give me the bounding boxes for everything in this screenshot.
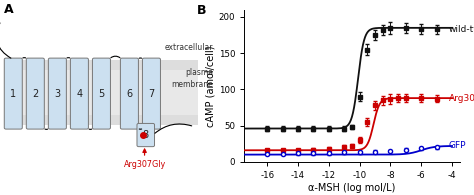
Text: 6: 6 xyxy=(127,89,132,99)
Text: extracellular: extracellular xyxy=(165,43,213,52)
Text: B: B xyxy=(197,4,206,17)
Bar xyxy=(4,60,198,125)
Text: 7: 7 xyxy=(148,89,155,99)
Text: Arg307Gly: Arg307Gly xyxy=(449,94,474,103)
Text: plasma: plasma xyxy=(185,68,213,77)
FancyBboxPatch shape xyxy=(137,123,155,147)
FancyBboxPatch shape xyxy=(142,58,160,129)
Text: 5: 5 xyxy=(98,89,105,99)
Text: 4: 4 xyxy=(76,89,82,99)
FancyBboxPatch shape xyxy=(71,58,89,129)
Text: 3: 3 xyxy=(55,89,60,99)
X-axis label: α-MSH (log mol/L): α-MSH (log mol/L) xyxy=(308,183,396,193)
FancyBboxPatch shape xyxy=(92,58,110,129)
FancyBboxPatch shape xyxy=(4,58,22,129)
FancyBboxPatch shape xyxy=(48,58,66,129)
FancyBboxPatch shape xyxy=(120,58,138,129)
Y-axis label: cAMP (amol/cell): cAMP (amol/cell) xyxy=(206,45,216,127)
Text: membrane: membrane xyxy=(172,80,213,89)
Text: 8: 8 xyxy=(143,130,149,140)
Text: 2: 2 xyxy=(32,89,38,99)
Text: A: A xyxy=(4,3,13,16)
Text: Arg307Gly: Arg307Gly xyxy=(123,160,166,169)
Bar xyxy=(4,70,198,115)
FancyBboxPatch shape xyxy=(26,58,45,129)
Text: 1: 1 xyxy=(10,89,16,99)
Text: wild-type: wild-type xyxy=(449,25,474,34)
Text: GFP: GFP xyxy=(449,141,466,150)
